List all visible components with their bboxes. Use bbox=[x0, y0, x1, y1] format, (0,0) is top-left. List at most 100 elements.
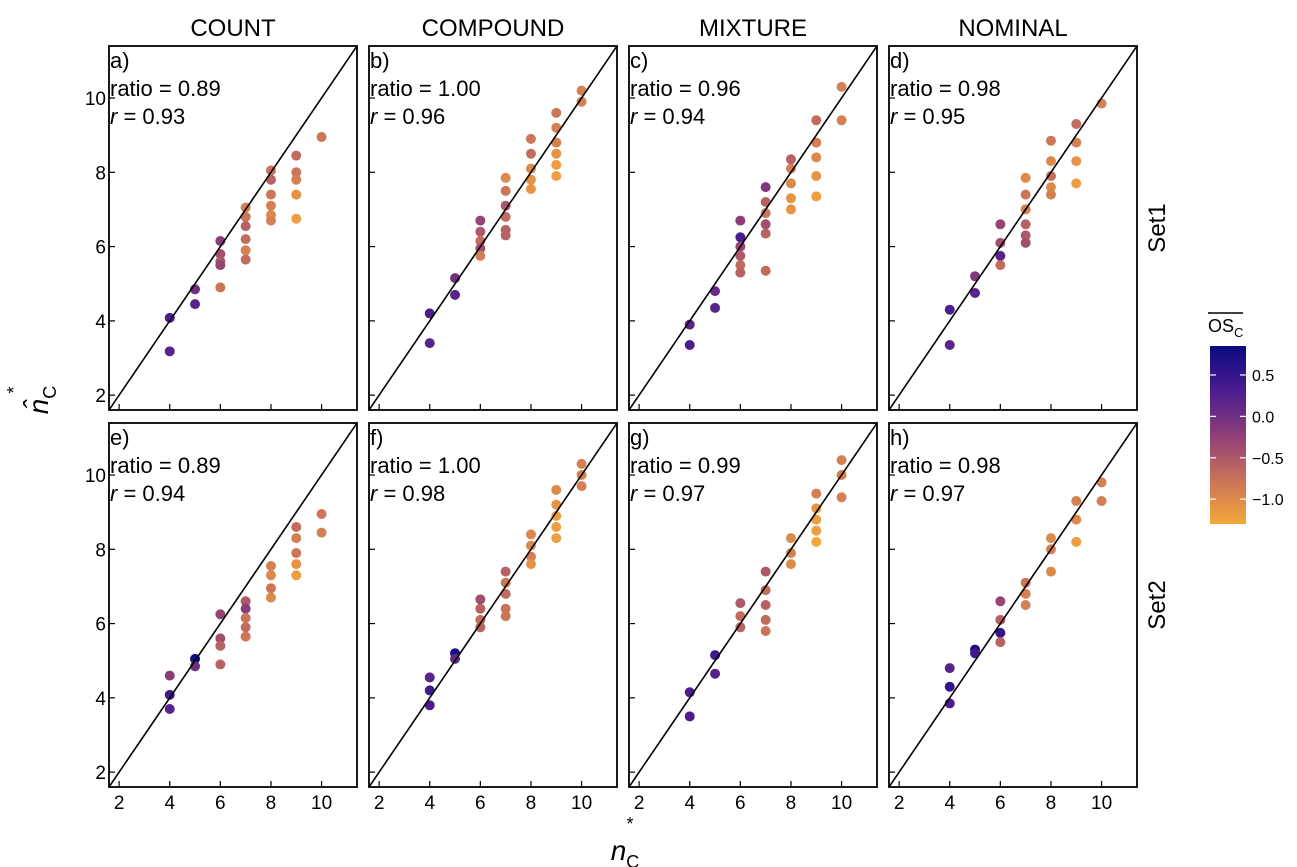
data-point bbox=[500, 172, 511, 183]
data-point bbox=[525, 540, 536, 551]
panel-letter: h) bbox=[890, 425, 910, 450]
data-point bbox=[760, 228, 771, 239]
panel-frame bbox=[628, 45, 878, 411]
data-point bbox=[291, 548, 302, 558]
x-tick-label: 6 bbox=[215, 793, 226, 814]
panel-letter: g) bbox=[630, 425, 650, 450]
data-point bbox=[291, 522, 302, 532]
column-headers: COUNT COMPOUND MIXTURE NOMINAL bbox=[190, 15, 1067, 42]
r-annotation: r = 0.96 bbox=[370, 104, 445, 129]
data-point bbox=[785, 548, 796, 558]
data-point bbox=[1020, 172, 1031, 183]
data-point bbox=[785, 163, 796, 174]
data-point bbox=[265, 592, 276, 603]
data-point bbox=[475, 215, 486, 226]
data-point bbox=[316, 509, 327, 519]
x-tick-label: 6 bbox=[475, 793, 486, 814]
data-point bbox=[240, 245, 251, 256]
data-point bbox=[240, 234, 251, 245]
row-header: Set1 bbox=[1144, 203, 1171, 252]
data-point bbox=[995, 260, 1006, 271]
x-tick-label: 8 bbox=[526, 793, 537, 814]
data-point bbox=[265, 189, 276, 200]
ratio-annotation: ratio = 0.89 bbox=[110, 453, 221, 478]
data-point bbox=[735, 260, 746, 271]
r-annotation: r = 0.94 bbox=[630, 104, 705, 129]
data-point bbox=[1020, 230, 1031, 241]
data-point bbox=[811, 503, 822, 514]
data-point bbox=[576, 481, 587, 492]
colorbar-gradient bbox=[1210, 346, 1246, 524]
data-point bbox=[525, 529, 536, 540]
data-point bbox=[551, 148, 562, 159]
data-point bbox=[811, 191, 822, 202]
data-point bbox=[551, 159, 562, 170]
data-point bbox=[475, 226, 486, 237]
identity-line bbox=[889, 46, 1137, 410]
y-axis-label-main: n̂C bbox=[23, 386, 60, 415]
data-point bbox=[500, 577, 511, 588]
data-point bbox=[1071, 536, 1082, 547]
panel-d: d) ratio = 0.98 r = 0.95 bbox=[888, 45, 1138, 411]
x-tick-label: 2 bbox=[374, 793, 385, 814]
y-axis-label-sub: C bbox=[40, 386, 60, 399]
data-point bbox=[836, 492, 847, 503]
data-point bbox=[1071, 178, 1082, 189]
data-point bbox=[316, 527, 327, 538]
data-point bbox=[710, 668, 721, 679]
x-axis-label-sub: C bbox=[626, 852, 639, 867]
data-point bbox=[265, 583, 276, 594]
points bbox=[944, 477, 1107, 709]
panel-a: 2 4 6 8 10a) ratio = 0.89 r = 0.93 bbox=[85, 45, 358, 411]
data-point bbox=[525, 163, 536, 174]
data-point bbox=[1045, 135, 1056, 146]
data-point bbox=[1045, 189, 1056, 200]
panel-frame bbox=[368, 422, 618, 788]
panel-letter: f) bbox=[370, 425, 383, 450]
points bbox=[684, 455, 847, 722]
x-tick-label: 4 bbox=[944, 793, 955, 814]
data-point bbox=[684, 340, 695, 350]
panel-frame bbox=[108, 422, 358, 788]
data-point bbox=[450, 289, 461, 300]
data-point bbox=[291, 174, 302, 185]
ratio-annotation: ratio = 0.98 bbox=[890, 76, 1001, 101]
y-tick-label: 8 bbox=[95, 163, 106, 184]
data-point bbox=[500, 611, 511, 622]
data-point bbox=[944, 681, 955, 692]
data-point bbox=[265, 200, 276, 211]
data-point bbox=[785, 178, 796, 189]
data-point bbox=[811, 488, 822, 499]
data-point bbox=[760, 566, 771, 577]
panel-letter: a) bbox=[110, 48, 130, 73]
x-tick-label: 4 bbox=[424, 793, 435, 814]
column-header: NOMINAL bbox=[958, 15, 1067, 42]
ratio-annotation: ratio = 0.96 bbox=[630, 76, 741, 101]
data-point bbox=[995, 637, 1006, 648]
data-point bbox=[240, 221, 251, 232]
points bbox=[164, 509, 327, 714]
data-point bbox=[760, 265, 771, 276]
data-point bbox=[970, 288, 981, 298]
column-header: COUNT bbox=[190, 15, 276, 42]
data-point bbox=[551, 107, 562, 118]
data-point bbox=[576, 458, 587, 469]
data-point bbox=[164, 312, 175, 323]
data-point bbox=[164, 670, 175, 681]
data-point bbox=[760, 600, 771, 610]
data-point bbox=[500, 185, 511, 196]
y-tick-label: 4 bbox=[95, 312, 106, 333]
data-point bbox=[551, 484, 562, 495]
data-point bbox=[525, 559, 536, 570]
y-tick-label: 6 bbox=[95, 238, 106, 259]
r-annotation: r = 0.97 bbox=[890, 481, 965, 506]
data-point bbox=[995, 250, 1006, 261]
data-point bbox=[760, 208, 771, 219]
points bbox=[424, 458, 587, 711]
data-point bbox=[684, 711, 695, 722]
data-point bbox=[735, 267, 746, 278]
data-point bbox=[1020, 219, 1031, 230]
data-point bbox=[735, 215, 746, 226]
data-point bbox=[760, 626, 771, 636]
